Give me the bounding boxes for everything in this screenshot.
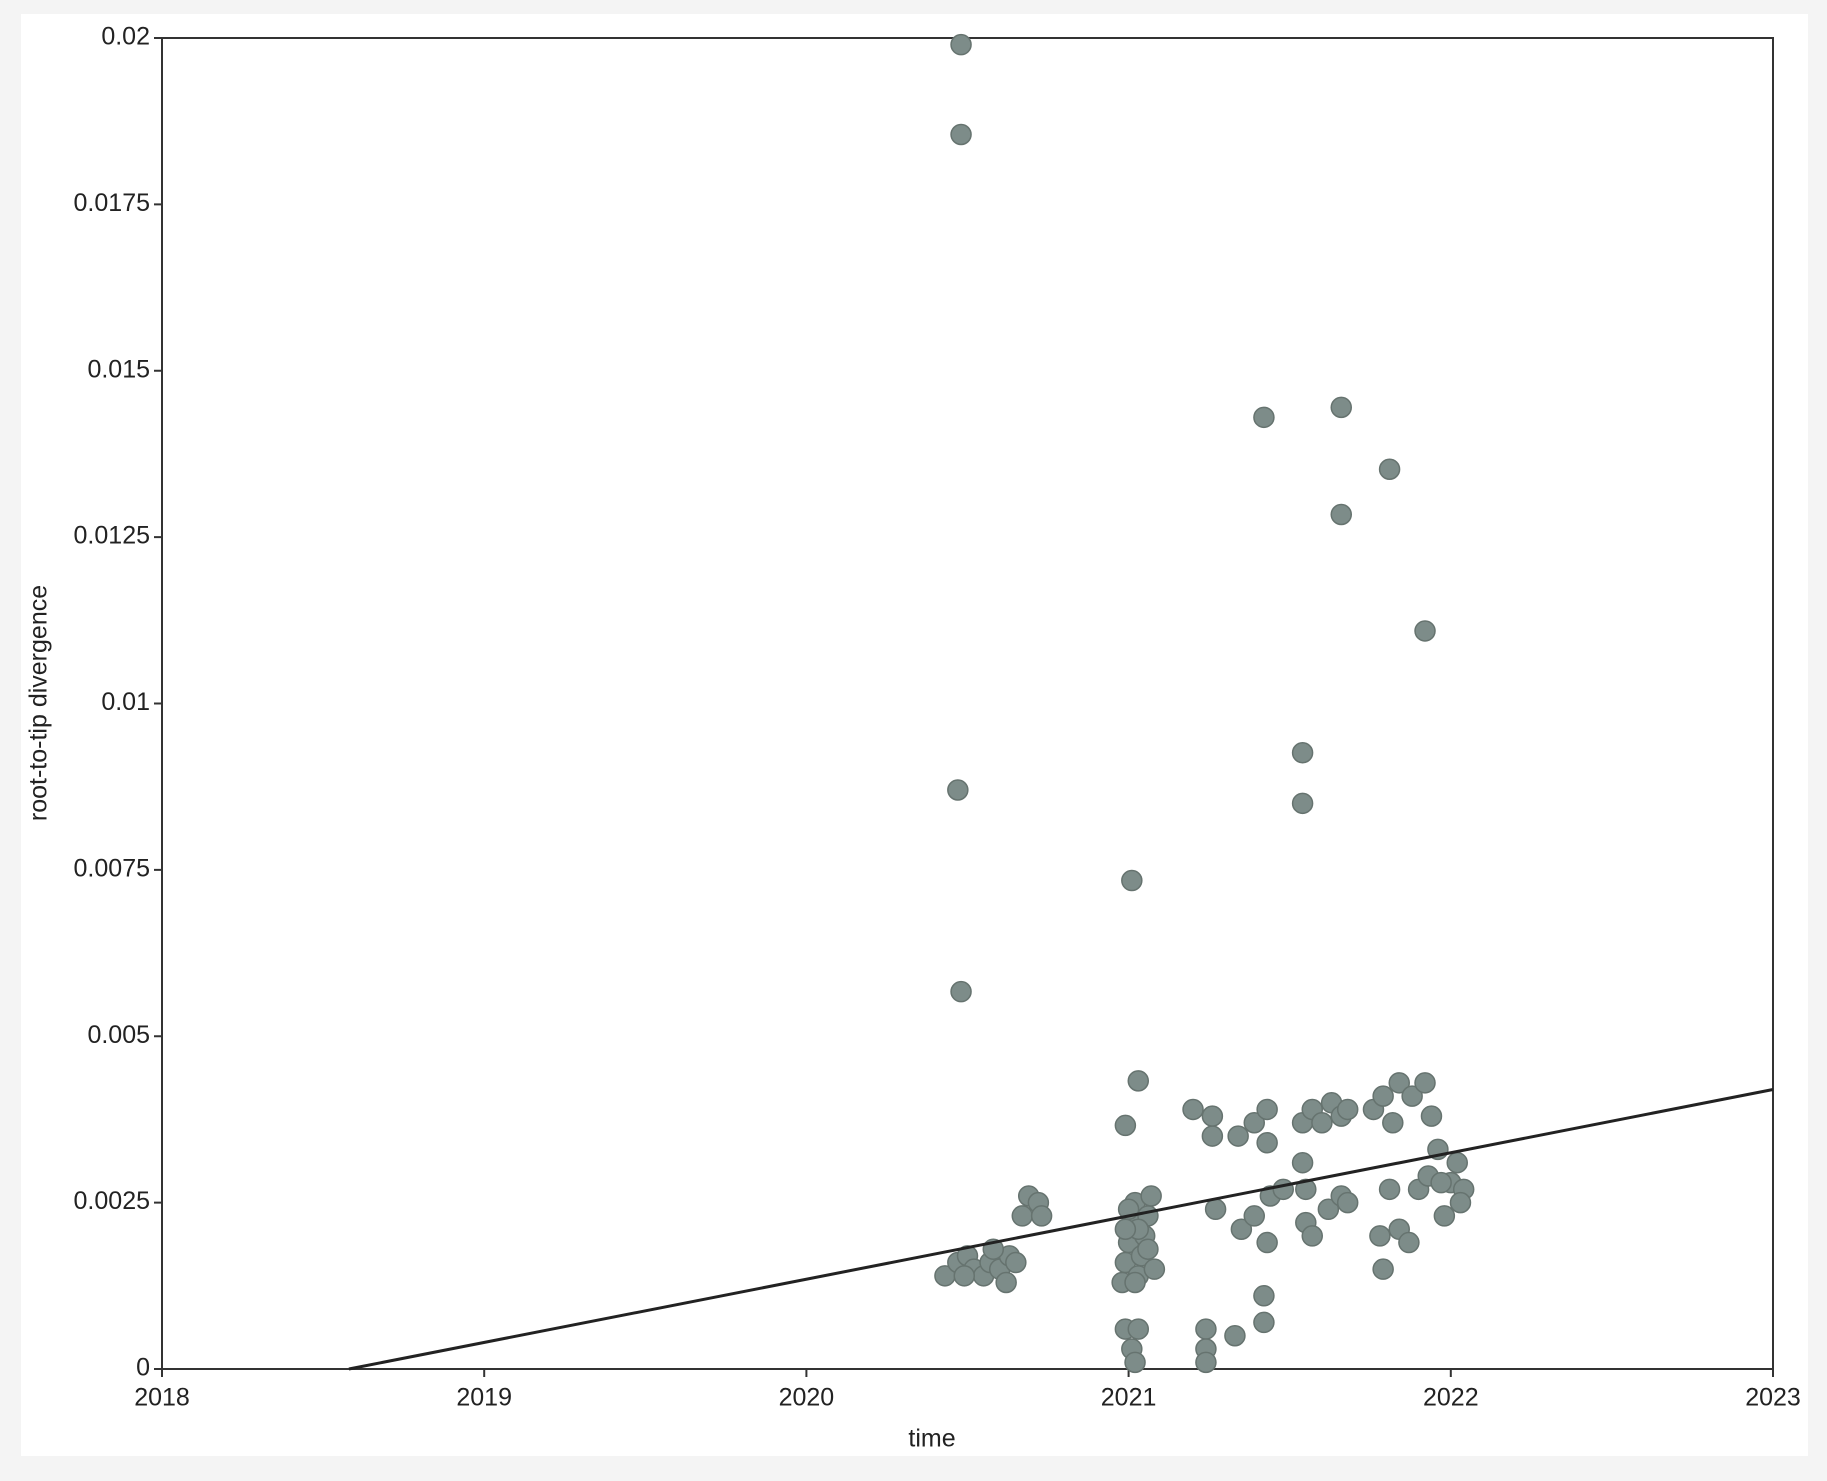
point — [1256, 1231, 1278, 1254]
point — [1127, 1318, 1150, 1340]
trend-line — [348, 1088, 1774, 1371]
x-tick-label: 2022 — [1423, 1384, 1479, 1412]
point — [1127, 1070, 1150, 1092]
point — [1230, 1218, 1253, 1240]
y-tick-label: 0.01 — [101, 688, 150, 716]
point — [1253, 1285, 1275, 1307]
point — [1430, 1171, 1452, 1194]
point — [1401, 1085, 1423, 1107]
point — [1369, 1225, 1391, 1247]
point — [1201, 1105, 1224, 1127]
x-tick-label: 2020 — [779, 1384, 835, 1412]
point — [1291, 1151, 1314, 1174]
x-axis-label: time — [908, 1425, 955, 1453]
point — [950, 33, 972, 56]
x-tick-label: 2018 — [134, 1384, 190, 1412]
x-tick-label: 2021 — [1101, 1384, 1157, 1412]
point — [950, 123, 972, 146]
point — [1195, 1351, 1217, 1374]
point — [1317, 1198, 1340, 1221]
y-tick-label: 0.02 — [101, 23, 150, 51]
point — [953, 1265, 976, 1287]
y-tick-label: 0.0175 — [74, 189, 150, 217]
point — [1140, 1185, 1162, 1207]
point — [1291, 741, 1314, 764]
y-tick-label: 0.0125 — [74, 522, 150, 550]
point — [1256, 1131, 1278, 1154]
point — [1372, 1258, 1394, 1280]
point — [1272, 1178, 1295, 1201]
point — [1446, 1151, 1468, 1174]
y-tick-label: 0.0075 — [74, 854, 150, 882]
y-tick-label: 0 — [136, 1354, 150, 1382]
point — [1420, 1105, 1443, 1127]
point — [1414, 620, 1436, 642]
point — [1201, 1125, 1224, 1147]
panel — [21, 14, 1808, 1456]
point — [1295, 1178, 1317, 1201]
point — [995, 1271, 1017, 1294]
point — [1114, 1218, 1137, 1240]
point — [947, 779, 969, 801]
point — [1388, 1072, 1410, 1094]
point — [1330, 503, 1353, 526]
point — [1336, 1098, 1359, 1121]
point — [1398, 1231, 1420, 1254]
point — [1291, 792, 1314, 815]
point — [950, 980, 972, 1003]
point — [1378, 1178, 1401, 1201]
y-tick-label: 0.015 — [87, 355, 150, 383]
point — [1311, 1112, 1333, 1134]
point — [1143, 1258, 1166, 1280]
point — [1005, 1251, 1027, 1274]
point — [1124, 1351, 1146, 1374]
point — [1182, 1098, 1204, 1121]
point — [1011, 1205, 1034, 1227]
point — [1372, 1085, 1394, 1107]
point — [1414, 1072, 1436, 1094]
point — [1301, 1225, 1324, 1247]
point — [1124, 1271, 1146, 1294]
point — [1336, 1191, 1359, 1214]
point — [1243, 1205, 1266, 1227]
y-axis-label: root-to-tip divergence — [25, 585, 53, 821]
point — [1121, 869, 1143, 892]
point — [1378, 458, 1401, 480]
point — [1243, 1112, 1266, 1134]
y-tick-label: 0.0025 — [74, 1187, 150, 1215]
point — [1256, 1098, 1278, 1121]
y-tick-label: 0.005 — [87, 1021, 150, 1049]
point — [1433, 1205, 1456, 1227]
x-tick-label: 2019 — [456, 1384, 512, 1412]
point — [1449, 1191, 1472, 1214]
point — [1204, 1198, 1227, 1221]
x-tick-label: 2023 — [1745, 1384, 1801, 1412]
point — [1227, 1125, 1249, 1147]
point — [1224, 1324, 1246, 1347]
point — [1195, 1318, 1217, 1340]
point — [1137, 1238, 1159, 1260]
point — [1114, 1114, 1137, 1137]
point — [1030, 1205, 1053, 1227]
point — [1253, 406, 1275, 429]
point — [1330, 396, 1353, 419]
point — [1253, 1311, 1275, 1334]
point — [1382, 1112, 1404, 1134]
